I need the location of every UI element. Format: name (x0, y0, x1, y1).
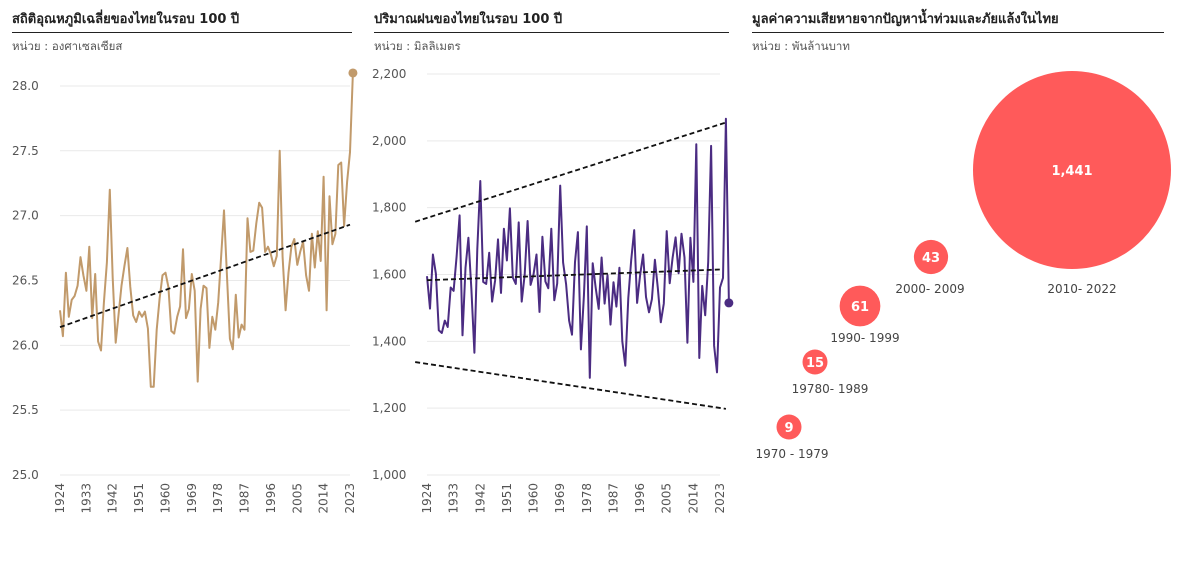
damage-title: มูลค่าความเสียหายจากปัญหาน้ำท่วมและภัยแล… (752, 12, 1059, 27)
rain-series-line (426, 117, 730, 379)
temperature-panel: สถิติอุณหภูมิเฉลี่ยของไทยในรอบ 100 ปี หน… (12, 0, 352, 561)
temp-y-tick-label: 27.5 (12, 144, 39, 158)
rain-end-point (724, 298, 734, 308)
temp-y-tick-label: 25.0 (12, 468, 39, 482)
temp-x-tick-label: 1987 (238, 483, 252, 514)
rain-y-tick-label: 1,600 (372, 268, 406, 282)
temp-y-tick-label: 28.0 (12, 79, 39, 93)
temperature-title-rule (12, 32, 352, 33)
temperature-unit: หน่วย : องศาเซลเซียส (12, 39, 123, 53)
damage-period-label: 2000- 2009 (895, 282, 964, 296)
rain-trend-line (414, 121, 727, 223)
damage-panel: มูลค่าความเสียหายจากปัญหาน้ำท่วมและภัยแล… (752, 0, 1164, 561)
temp-y-tick-label: 26.5 (12, 273, 39, 287)
damage-period-label: 1990- 1999 (830, 331, 899, 345)
temp-y-tick-label: 27.0 (12, 209, 39, 223)
temp-series-line (59, 72, 354, 388)
temp-y-tick-label: 26.0 (12, 338, 39, 352)
damage-bubble (839, 285, 881, 327)
rain-x-tick-label: 1951 (500, 483, 514, 514)
temp-x-tick-label: 1969 (185, 483, 199, 514)
rain-y-tick-label: 2,000 (372, 134, 406, 148)
damage-bubble (913, 239, 949, 275)
rain-trend-line (415, 361, 727, 410)
temp-x-tick-label: 1933 (79, 483, 93, 514)
rainfall-panel: ปริมาณฝนของไทยในรอบ 100 ปี หน่วย : มิลลิ… (374, 0, 729, 561)
temp-x-tick-label: 2005 (290, 483, 304, 514)
temp-trend-line (59, 223, 351, 329)
rain-y-tick-label: 1,200 (372, 401, 406, 415)
rain-y-tick-label: 2,200 (372, 67, 406, 81)
damage-bubble-value-label: 61 (851, 300, 869, 315)
rainfall-title-rule (374, 32, 729, 33)
temp-x-tick-label: 1978 (211, 483, 225, 514)
rain-y-tick-label: 1,800 (372, 201, 406, 215)
rain-x-tick-label: 1933 (447, 483, 461, 514)
temp-x-tick-label: 1951 (132, 483, 146, 514)
damage-bubble-value-label: 1,441 (1051, 164, 1092, 179)
damage-bubble-value-label: 15 (806, 356, 824, 371)
damage-bubble (776, 414, 802, 440)
temp-x-tick-label: 1996 (264, 483, 278, 514)
rain-y-tick-label: 1,000 (372, 468, 406, 482)
damage-period-label: 19780- 1989 (792, 382, 869, 396)
temp-end-point (348, 68, 358, 78)
temp-x-tick-label: 1924 (53, 483, 67, 514)
rain-x-tick-label: 2005 (660, 483, 674, 514)
rain-x-tick-label: 1942 (473, 483, 487, 514)
damage-bubble (802, 349, 828, 375)
rain-y-tick-label: 1,400 (372, 334, 406, 348)
damage-period-label: 1970 - 1979 (755, 447, 828, 461)
rain-x-tick-label: 1969 (553, 483, 567, 514)
damage-title-rule (752, 32, 1164, 33)
damage-bubble (973, 71, 1171, 269)
temp-x-tick-label: 1942 (106, 483, 120, 514)
rain-trend-line (426, 268, 721, 282)
damage-period-label: 2010- 2022 (1047, 282, 1116, 296)
temperature-title: สถิติอุณหภูมิเฉลี่ยของไทยในรอบ 100 ปี (12, 12, 240, 27)
rain-x-tick-label: 1987 (606, 483, 620, 514)
damage-bubble-value-label: 9 (784, 421, 793, 436)
temp-x-tick-label: 2014 (317, 483, 331, 514)
rain-x-tick-label: 1978 (580, 483, 594, 514)
rain-x-tick-label: 1960 (527, 483, 541, 514)
rainfall-title: ปริมาณฝนของไทยในรอบ 100 ปี (374, 12, 563, 27)
damage-unit: หน่วย : พันล้านบาท (752, 39, 850, 53)
rain-x-tick-label: 1924 (420, 483, 434, 514)
rain-x-tick-label: 1996 (633, 483, 647, 514)
rain-x-tick-label: 2014 (686, 483, 700, 514)
damage-bubble-value-label: 43 (922, 251, 940, 266)
temp-x-tick-label: 2023 (343, 483, 357, 514)
rainfall-unit: หน่วย : มิลลิเมตร (374, 39, 461, 53)
temp-x-tick-label: 1960 (158, 483, 172, 514)
rain-x-tick-label: 2023 (713, 483, 727, 514)
temp-y-tick-label: 25.5 (12, 403, 39, 417)
